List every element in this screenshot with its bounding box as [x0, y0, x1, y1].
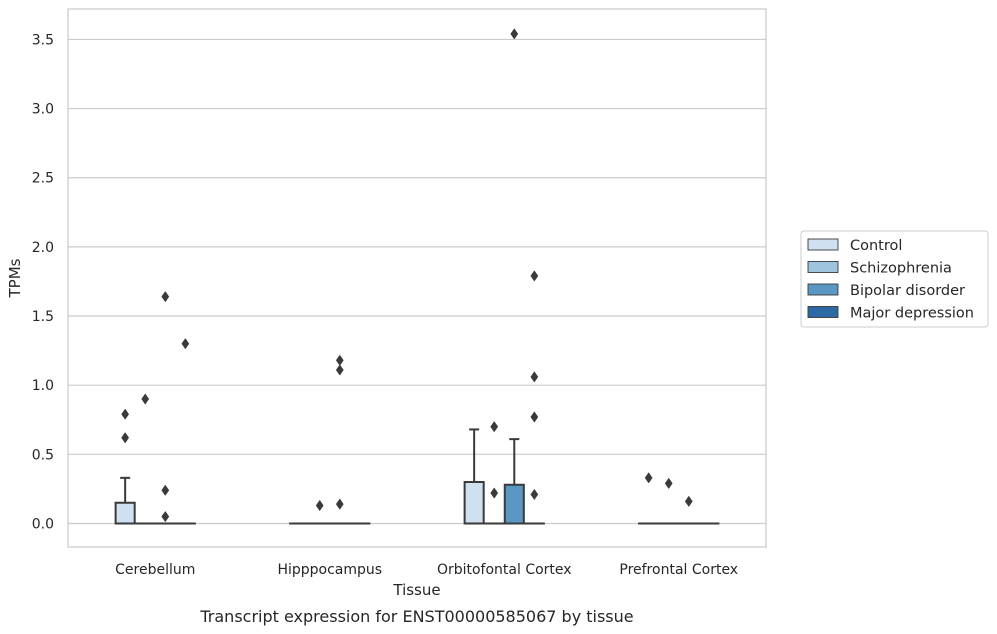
box-control — [463, 428, 485, 525]
y-tick-label: 1.5 — [32, 309, 54, 325]
outlier-point — [490, 487, 499, 499]
x-tick-label: Hipppocampus — [277, 562, 382, 578]
box-bipolar-disorder — [329, 354, 351, 525]
legend-frame — [800, 230, 989, 328]
outlier-point — [141, 393, 150, 405]
box-control — [114, 408, 136, 525]
y-tick-labels: 0.0 0.5 1.0 1.5 2.0 2.5 3.0 3.5 — [32, 32, 54, 532]
legend-swatch — [807, 283, 839, 296]
outlier-point — [335, 354, 344, 366]
outlier-point — [335, 364, 344, 376]
legend-swatch — [807, 306, 839, 318]
outlier-point — [315, 499, 324, 512]
x-axis-title: Tissue — [392, 581, 440, 599]
y-tick-label: 1.0 — [32, 378, 54, 394]
box-bipolar-disorder — [503, 28, 525, 525]
chart-caption: Transcript expression for ENST0000058506… — [199, 607, 633, 626]
outlier-point — [335, 498, 344, 510]
plot-frame — [67, 8, 767, 548]
y-tick-label: 3.5 — [32, 32, 54, 48]
outlier-point — [490, 421, 499, 433]
outlier-point — [510, 28, 519, 40]
outlier-point — [121, 432, 130, 444]
legend-swatch — [807, 261, 839, 273]
y-tick-label: 2.0 — [32, 240, 54, 256]
box-major-depression — [174, 338, 196, 525]
box-schizophrenia — [134, 393, 156, 525]
y-tick-label: 0.5 — [32, 447, 54, 463]
grid-lines — [68, 38, 766, 525]
box-control — [638, 472, 660, 525]
outlier-point — [530, 371, 539, 383]
box-groups — [114, 28, 720, 525]
legend-label: Bipolar disorder — [850, 283, 965, 299]
legend: Control Schizophrenia Bipolar disorder Majo… — [800, 230, 989, 328]
outlier-point — [684, 495, 693, 507]
x-tick-label: Orbitofontal Cortex — [437, 562, 572, 578]
box-schizophrenia — [309, 499, 331, 525]
box-bipolar-disorder — [678, 495, 700, 525]
box-schizophrenia — [483, 421, 505, 525]
outlier-point — [664, 477, 673, 490]
y-tick-label: 0.0 — [32, 516, 54, 532]
outlier-point — [161, 484, 170, 496]
x-tick-labels: Cerebellum Hipppocampus Orbitofontal Corte… — [115, 562, 738, 578]
y-axis-title: TPMs — [6, 258, 24, 298]
box-body — [503, 483, 525, 525]
legend-label: Schizophrenia — [850, 261, 952, 277]
outlier-point — [644, 472, 653, 484]
box-bipolar-disorder — [154, 291, 176, 525]
outlier-point — [181, 338, 190, 350]
legend-swatch — [807, 238, 839, 251]
box-body — [114, 501, 136, 525]
y-tick-label: 2.5 — [32, 171, 54, 187]
x-tick-label: Cerebellum — [115, 562, 195, 578]
legend-label: Major depression — [850, 306, 974, 322]
outlier-point — [530, 411, 539, 423]
outlier-point — [530, 270, 539, 282]
outlier-point — [161, 510, 170, 523]
y-tick-label: 3.0 — [32, 102, 54, 118]
outlier-point — [161, 291, 170, 303]
outlier-point — [121, 408, 130, 420]
legend-label: Control — [850, 238, 902, 254]
box-body — [463, 480, 485, 525]
box-schizophrenia — [658, 477, 680, 525]
x-tick-label: Prefrontal Cortex — [619, 562, 738, 578]
box-major-depression — [523, 270, 545, 525]
outlier-point — [530, 488, 539, 501]
